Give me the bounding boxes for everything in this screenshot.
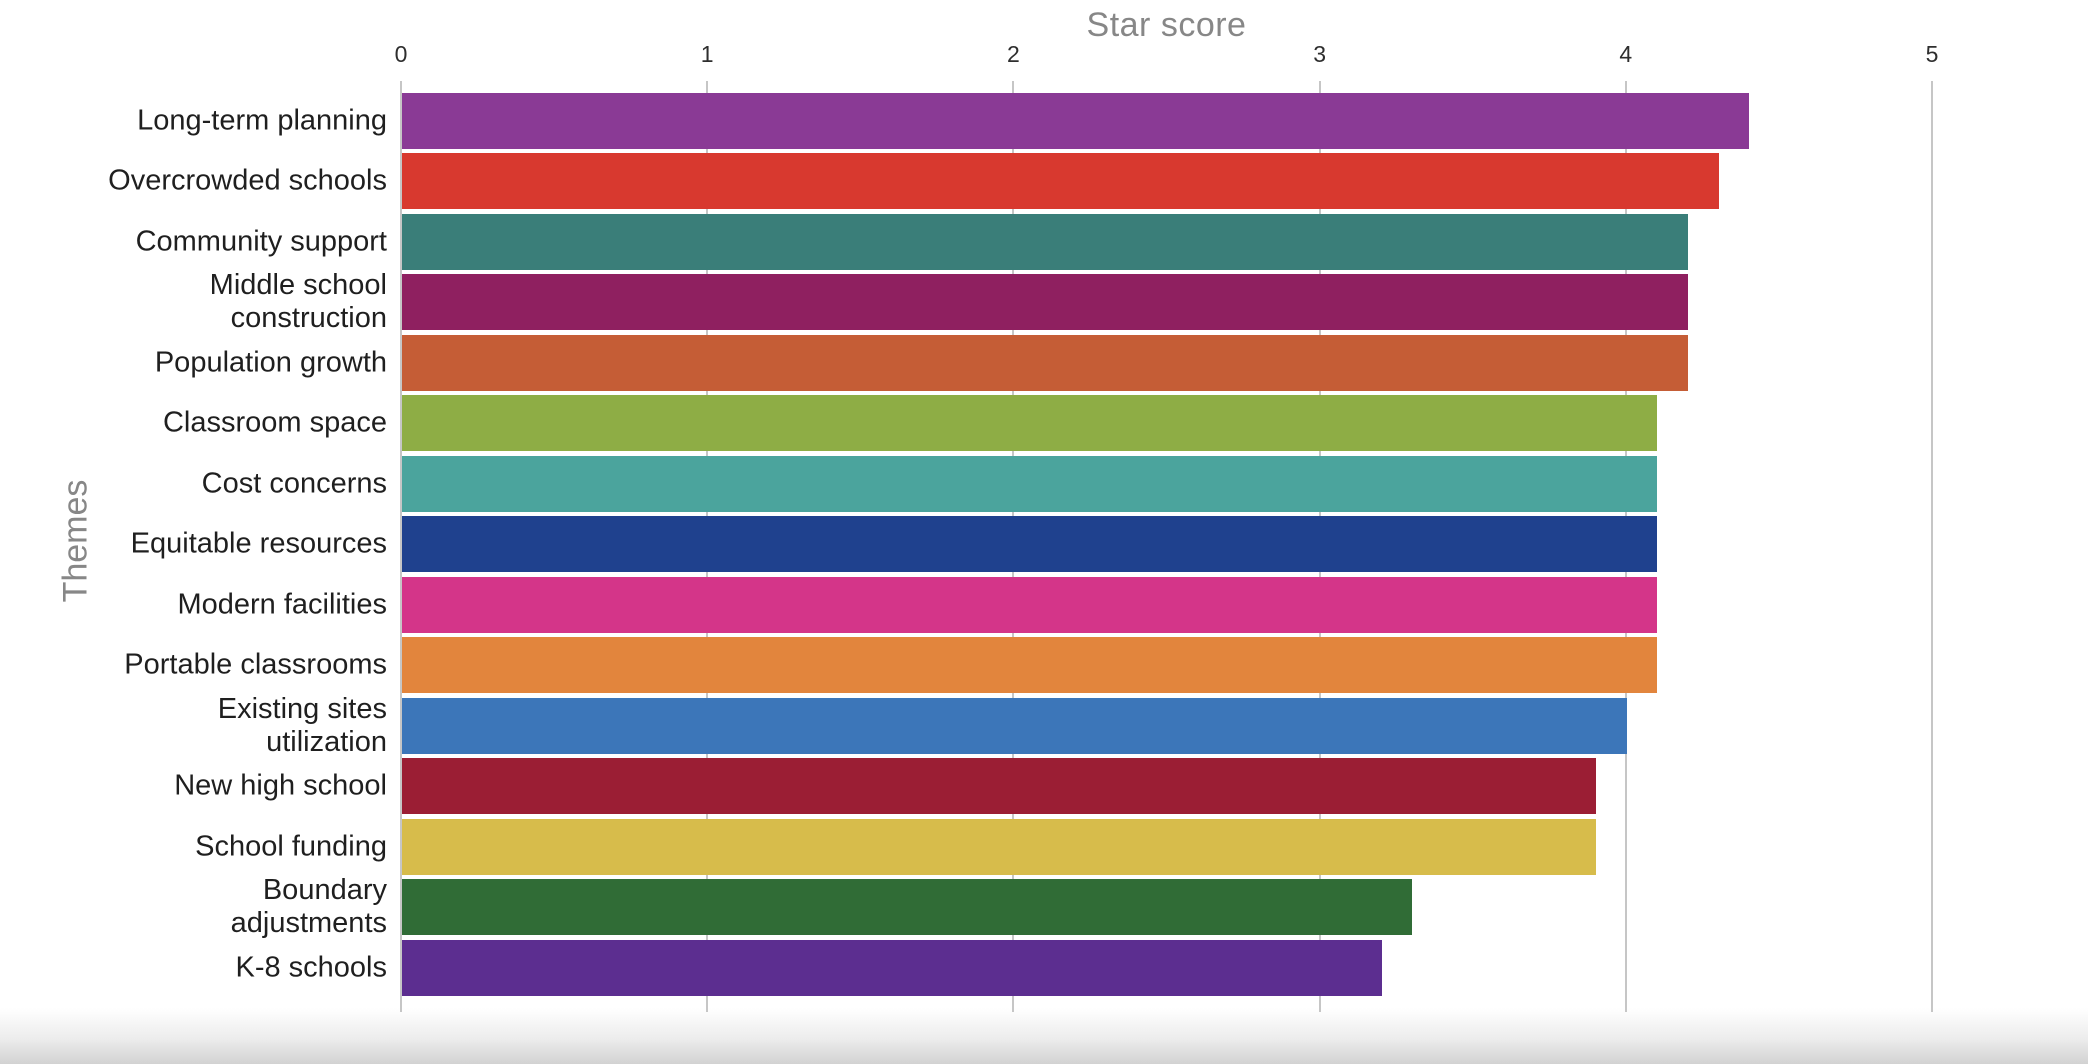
category-label: Equitable resources: [130, 527, 387, 560]
bar: [402, 516, 1658, 573]
category-label: New high school: [174, 769, 387, 802]
x-tick-label: 1: [700, 41, 714, 67]
bar: [402, 93, 1750, 149]
category-label: Classroom space: [162, 406, 387, 439]
bar-row: Classroom space: [163, 395, 1933, 452]
x-tick-label: 4: [1619, 41, 1633, 67]
category-label: Community support: [135, 225, 387, 258]
bar-row: Population growth: [155, 334, 1933, 391]
bar-row: School funding: [195, 818, 1933, 875]
bar: [402, 213, 1689, 270]
bar: [402, 637, 1658, 694]
bar-row: Modern facilities: [177, 576, 1933, 633]
bar-row: Long-term planning: [137, 93, 1933, 149]
bar: [402, 818, 1597, 875]
category-label: Portable classrooms: [124, 648, 387, 681]
bar: [402, 939, 1382, 996]
x-axis-title: Star score: [1086, 6, 1247, 44]
bar-row: Boundary adjustments: [231, 874, 1933, 939]
category-label: Existing sites utilization: [217, 692, 387, 758]
bar: [402, 697, 1627, 754]
bar-row: Portable classrooms: [124, 637, 1933, 694]
category-label: Cost concerns: [201, 467, 387, 500]
bar: [402, 274, 1689, 331]
x-tick-label: 0: [394, 41, 408, 67]
gridline: [400, 81, 402, 1012]
bar: [402, 879, 1413, 936]
bar: [402, 334, 1689, 391]
bar-row: Overcrowded schools: [108, 153, 1933, 210]
bar-row: K-8 schools: [235, 939, 1933, 996]
category-label: School funding: [195, 830, 387, 863]
category-label: Modern facilities: [177, 588, 387, 621]
x-tick-label: 5: [1925, 41, 1939, 67]
bar: [402, 395, 1658, 452]
page-bottom-fade: [0, 1008, 2088, 1064]
bar-row: Middle school construction: [210, 269, 1933, 334]
bar-row: Equitable resources: [131, 516, 1933, 573]
bar-row: New high school: [174, 758, 1933, 815]
category-label: Boundary adjustments: [230, 874, 387, 940]
plot-area: 0 1 2 3 4 5 Long-term planning Overcrowded scho…: [108, 41, 1938, 1012]
category-label: Middle school construction: [209, 269, 387, 335]
bar: [402, 758, 1597, 815]
x-tick-label: 2: [1006, 41, 1020, 67]
bar: [402, 153, 1719, 210]
category-label: Long-term planning: [137, 104, 387, 137]
bar-row: Existing sites utilization: [218, 693, 1933, 758]
category-label: Overcrowded schools: [108, 164, 387, 197]
x-tick-label: 3: [1313, 41, 1326, 67]
category-label: K-8 schools: [235, 951, 387, 984]
bar-row: Cost concerns: [202, 455, 1933, 512]
bar: [402, 455, 1658, 512]
bar: [402, 576, 1658, 633]
category-label: Population growth: [154, 346, 387, 379]
bar-row: Community support: [136, 213, 1933, 270]
gridline: [1931, 81, 1933, 1012]
